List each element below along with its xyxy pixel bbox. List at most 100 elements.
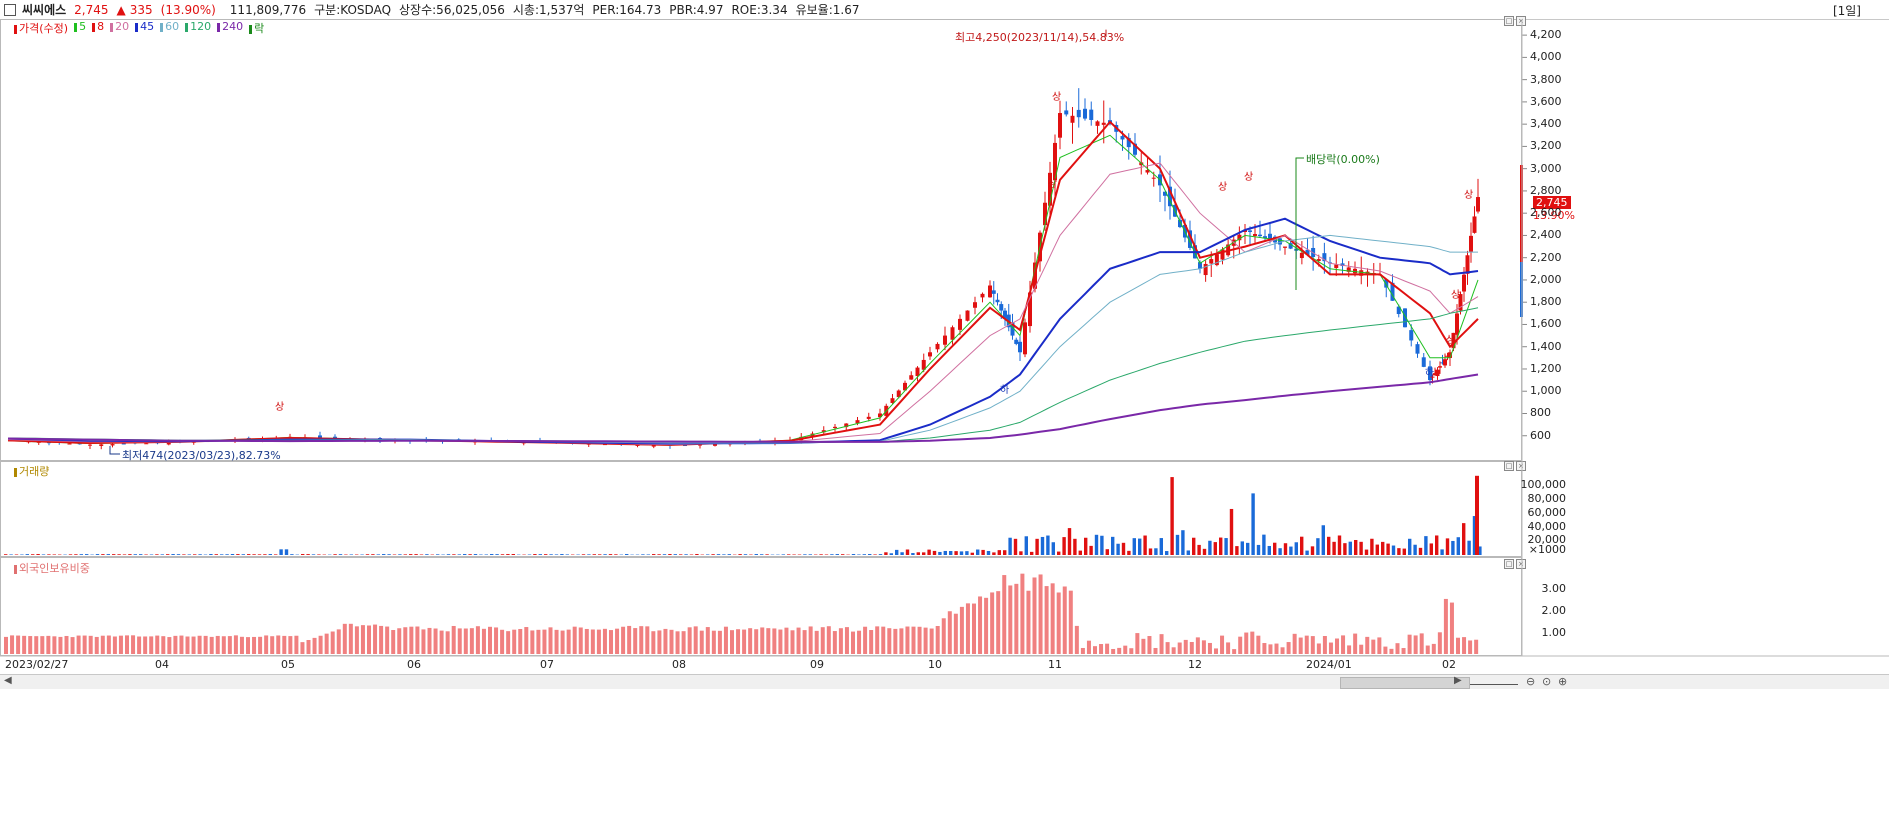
foreign-holding-bar — [929, 628, 934, 654]
foreign-holding-bar — [1244, 632, 1249, 654]
candle-body — [1409, 330, 1414, 341]
legend-ma20[interactable]: 20 — [110, 20, 129, 36]
candle-body — [1151, 177, 1156, 179]
volume-bar — [1100, 535, 1104, 555]
legend-ma5[interactable]: 5 — [74, 20, 86, 36]
x-tick-label: 2023/02/27 — [5, 658, 69, 671]
foreign-holding-bar — [778, 629, 783, 654]
volume-bar — [225, 554, 229, 555]
foreign-holding-bar — [1413, 635, 1418, 654]
legend-price[interactable]: 가격(수정) — [14, 20, 68, 36]
volume-bar — [1370, 538, 1374, 555]
candle-body — [1403, 308, 1407, 328]
candle-body — [1248, 230, 1252, 232]
volume-bar — [1089, 545, 1093, 555]
legend-ma45[interactable]: 45 — [135, 20, 154, 36]
foreign-holding-bar — [675, 631, 680, 654]
foreign-holding-bar — [1341, 635, 1346, 654]
volume-bar — [1300, 536, 1304, 555]
foreign-holding-bar — [1328, 642, 1333, 654]
candle-body — [1462, 274, 1466, 292]
foreign-holding-bar — [270, 636, 275, 654]
legend-drop[interactable]: 락 — [249, 20, 264, 36]
candle-body — [1076, 109, 1081, 118]
foreign-holding-bar — [1099, 644, 1104, 654]
foreign-holding-bar — [391, 630, 396, 654]
foreign-holding-bar — [1226, 642, 1231, 654]
pbr-value: PBR:4.97 — [669, 2, 724, 17]
volume-bar — [376, 554, 380, 555]
foreign-holding-bar — [34, 636, 39, 654]
volume-bar — [349, 554, 353, 555]
volume-bar — [668, 554, 672, 555]
foreign-holding-bar — [826, 626, 831, 654]
scrollbar-thumb[interactable] — [1340, 677, 1470, 689]
volume-bar — [257, 554, 262, 555]
horizontal-scrollbar[interactable]: ◀ ▶ ⊖ ⊙ ⊕ — [0, 674, 1889, 689]
foreign-holding-bar — [578, 627, 583, 654]
dividend-marker — [1295, 157, 1304, 290]
period-selector[interactable]: [1일] — [1832, 4, 1861, 18]
foreign-holding-bar — [1274, 643, 1279, 654]
volume-bar — [176, 554, 181, 555]
stock-name[interactable]: 씨씨에스 — [22, 3, 67, 17]
candle-body — [950, 327, 955, 340]
foreign-holding-bar — [1256, 635, 1261, 654]
volume-bar — [268, 554, 272, 555]
foreign-holding-bar — [125, 635, 129, 654]
volume-bar — [889, 553, 893, 555]
scroll-left-icon[interactable]: ◀ — [4, 675, 12, 686]
volume-bar — [1175, 534, 1180, 555]
volume-bar — [241, 554, 245, 555]
ma-line-120 — [7, 307, 1479, 443]
foreign-holding-bar — [844, 627, 849, 654]
volume-bar — [1475, 475, 1479, 555]
candle-body — [1010, 322, 1015, 336]
foreign-holding-bar — [4, 636, 8, 654]
legend-ma240[interactable]: 240 — [217, 20, 243, 36]
volume-bar — [1327, 536, 1331, 555]
low-annotation: 최저474(2023/03/23),82.73% — [122, 449, 281, 462]
foreign-holding-bar — [112, 636, 117, 654]
foreign-holding-bar — [1322, 636, 1327, 654]
legend-ma8[interactable]: 8 — [92, 20, 104, 36]
select-checkbox[interactable] — [4, 3, 16, 16]
volume-bar — [209, 554, 213, 555]
zoom-reset-icon[interactable]: ⊙ — [1542, 675, 1552, 688]
scroll-right-icon[interactable]: ▶ — [1454, 675, 1462, 686]
foreign-holding-bar — [893, 628, 898, 654]
limit-up-label: 상 — [275, 401, 284, 413]
legend-ma120[interactable]: 120 — [185, 20, 211, 36]
maximize-icon[interactable]: □ — [1504, 16, 1514, 26]
foreign-holding-bar — [143, 636, 148, 654]
foreign-holding-bar — [633, 628, 638, 654]
zoom-slider[interactable] — [1470, 678, 1518, 685]
close-icon[interactable]: × — [1516, 16, 1526, 26]
volume-bar — [452, 554, 456, 555]
zoom-out-icon[interactable]: ⊖ — [1526, 675, 1536, 688]
volume-bar — [544, 554, 548, 555]
volume-bar — [1003, 550, 1007, 555]
foreign-holding-bar — [1123, 645, 1128, 654]
volume-bar — [279, 549, 283, 555]
candle-body — [1435, 369, 1440, 377]
foreign-holding-bar — [857, 630, 862, 654]
maximize-icon[interactable]: □ — [1504, 559, 1514, 569]
volume-bar — [684, 554, 688, 555]
foreign-holding-bar — [451, 625, 456, 654]
foreign-holding-bar — [1183, 639, 1188, 654]
foreign-holding-bar — [336, 629, 341, 654]
candle-body — [1133, 143, 1137, 155]
close-icon[interactable]: × — [1516, 461, 1526, 471]
foreign-holding-bar — [1165, 642, 1170, 654]
foreign-holding-bar — [730, 630, 734, 654]
legend-ma60[interactable]: 60 — [160, 20, 179, 36]
zoom-in-icon[interactable]: ⊕ — [1558, 675, 1568, 688]
volume-bar — [603, 554, 607, 555]
close-icon[interactable]: × — [1516, 559, 1526, 569]
foreign-holding-bar — [754, 629, 759, 654]
x-tick-label: 09 — [810, 658, 824, 671]
volume-bar — [133, 554, 137, 555]
maximize-icon[interactable]: □ — [1504, 461, 1514, 471]
